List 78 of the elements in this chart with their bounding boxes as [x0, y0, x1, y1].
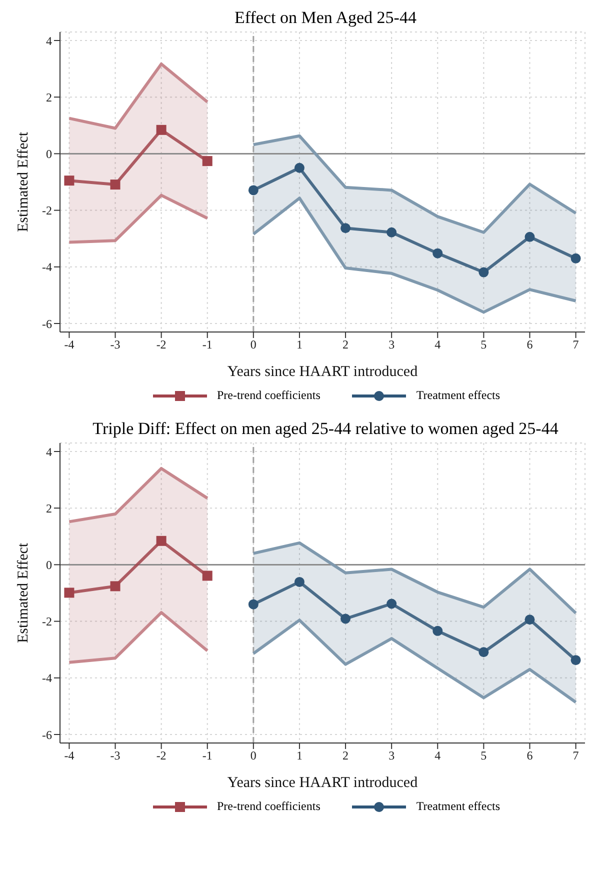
line-series [68, 466, 209, 524]
x-axis-title: Years since HAART introduced [227, 364, 418, 380]
point [340, 223, 351, 234]
x-tick-label: -2 [156, 338, 166, 352]
point [478, 267, 489, 278]
x-tick-label: -2 [156, 748, 166, 763]
x-tick-label: -3 [110, 338, 120, 352]
y-tick-label: -2 [42, 204, 52, 218]
x-tick-label: 4 [434, 338, 441, 352]
point [248, 599, 258, 610]
point [570, 655, 581, 666]
line-series [252, 541, 578, 615]
x-tick-label: 0 [250, 748, 256, 763]
point [202, 156, 212, 166]
x-tick-label: 3 [388, 338, 395, 352]
line-series [68, 62, 209, 130]
line-series [68, 611, 209, 664]
y-tick-label: 0 [46, 558, 52, 572]
line-series [68, 194, 209, 244]
point [64, 588, 74, 598]
chart-title: Effect on Men Aged 25-44 [234, 8, 418, 28]
x-tick-label: 2 [342, 338, 349, 352]
point [432, 626, 443, 636]
x-tick-label: -1 [202, 338, 212, 352]
y-tick-label: -4 [42, 260, 52, 274]
point [570, 253, 581, 264]
point [202, 570, 212, 581]
line-series [252, 134, 578, 234]
legend-label: Treatment effects [416, 388, 500, 403]
x-tick-label: 5 [480, 748, 487, 763]
point [524, 614, 535, 625]
x-tick-label: 7 [572, 748, 579, 763]
y-tick-label: 4 [46, 34, 52, 48]
x-tick-label: 7 [572, 338, 579, 352]
x-tick-label: 1 [296, 338, 302, 352]
x-tick-label: -1 [202, 748, 212, 763]
point [248, 185, 258, 196]
x-tick-label: -3 [110, 748, 120, 763]
x-tick-label: 0 [250, 338, 256, 352]
x-tick-label: 2 [342, 748, 349, 763]
point [110, 581, 120, 592]
point [294, 162, 304, 173]
x-axis-title: Years since HAART introduced [227, 775, 418, 791]
point [386, 227, 397, 238]
line-series [252, 196, 578, 314]
y-tick-label: -6 [42, 316, 52, 331]
y-tick-label: -4 [42, 671, 52, 686]
point [64, 176, 74, 186]
point [340, 614, 351, 624]
legend-label: Treatment effects [416, 799, 500, 814]
legend-label: Pre-trend coefficients [216, 388, 320, 403]
x-tick-label: 6 [526, 338, 533, 352]
y-tick-label: 0 [46, 146, 52, 161]
point [110, 180, 120, 190]
y-tick-label: 2 [46, 501, 52, 516]
x-tick-label: 1 [296, 748, 302, 763]
y-tick-label: 2 [46, 90, 52, 104]
x-tick-label: 5 [480, 338, 487, 352]
point [156, 536, 166, 546]
x-tick-label: 6 [526, 748, 533, 763]
point [294, 576, 304, 587]
point [156, 124, 166, 135]
y-tick-label: -2 [42, 614, 52, 629]
x-tick-label: 4 [434, 748, 441, 763]
y-tick-label: 4 [46, 444, 52, 459]
y-axis-title: Estimated Effect [15, 542, 32, 643]
chart-title: Triple Diff: Effect on men aged 25-44 relative to women aged 25-44 [92, 419, 560, 439]
x-tick-label: -4 [64, 338, 74, 352]
x-tick-label: -4 [64, 748, 74, 763]
x-tick-label: 3 [388, 748, 395, 763]
point [386, 598, 397, 609]
point [524, 232, 535, 242]
legend-label: Pre-trend coefficients [216, 799, 320, 814]
y-axis-title: Estimated Effect [15, 131, 32, 232]
point [478, 647, 489, 658]
point [432, 248, 443, 258]
line-series [252, 618, 578, 704]
y-tick-label: -6 [42, 728, 52, 742]
